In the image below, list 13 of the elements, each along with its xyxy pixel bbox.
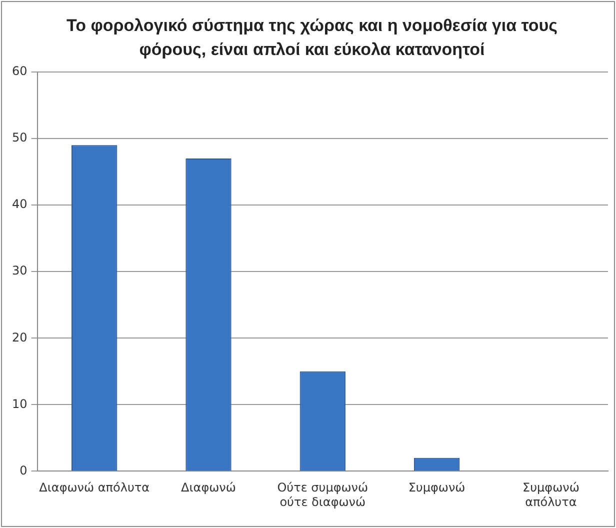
y-tick-label: 40 — [12, 197, 28, 212]
y-tick-label: 0 — [20, 463, 28, 478]
chart-title: Το φορολογικό σύστημα της χώρας και η νομοθεσία για τους φόρους, είναι απλοί και εύκολα κατανοητοί — [66, 15, 558, 61]
x-tick-label: Διαφωνώ — [181, 480, 236, 495]
y-tick-label: 60 — [12, 64, 28, 78]
x-tick-label: Ούτε συμφωνώ ούτε διαφωνώ — [277, 480, 368, 509]
x-tick-label: Διαφωνώ απόλυτα — [39, 480, 150, 495]
x-tick-label: Συμφωνώ απόλυτα — [522, 480, 580, 509]
y-tick-label: 30 — [12, 264, 28, 278]
y-tick-label: 50 — [12, 130, 28, 145]
y-tick-label: 20 — [12, 330, 28, 344]
x-tick-label: Συμφωνώ — [408, 480, 466, 495]
y-tick-label: 10 — [12, 396, 28, 411]
